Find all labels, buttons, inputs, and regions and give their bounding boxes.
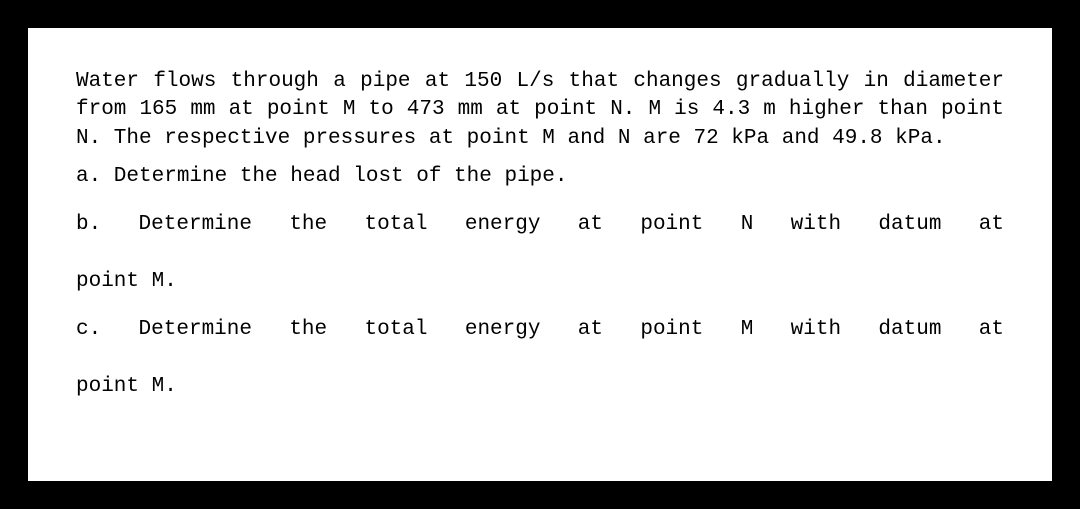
- question-b: b. Determine the total energy at point N…: [76, 211, 1004, 296]
- question-c: c. Determine the total energy at point M…: [76, 316, 1004, 401]
- question-a: a. Determine the head lost of the pipe.: [76, 163, 1004, 191]
- question-c-line2: point M.: [76, 373, 1004, 401]
- question-b-line1: b. Determine the total energy at point N…: [76, 211, 1004, 268]
- problem-intro: Water flows through a pipe at 150 L/s th…: [76, 68, 1004, 153]
- question-b-line2: point M.: [76, 268, 1004, 296]
- question-c-line1: c. Determine the total energy at point M…: [76, 316, 1004, 373]
- problem-page: Water flows through a pipe at 150 L/s th…: [28, 28, 1052, 481]
